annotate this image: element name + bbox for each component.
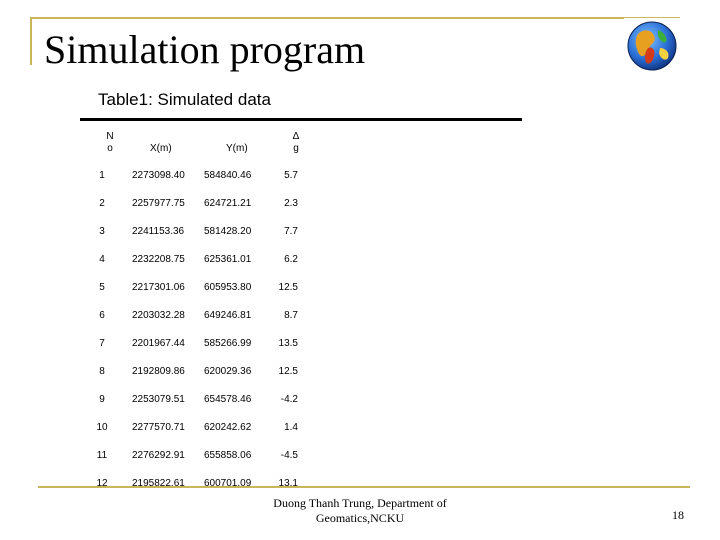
cell-y: 649246.81 xyxy=(204,310,252,321)
header-y: Y(m) xyxy=(226,143,248,154)
cell-delta-g: -4.5 xyxy=(280,450,298,461)
cell-y: 581428.20 xyxy=(204,226,252,237)
header-no-line2: o xyxy=(107,143,113,154)
cell-delta-g: 1.4 xyxy=(284,422,298,433)
cell-x: 2241153.36 xyxy=(132,226,185,237)
header-x: X(m) xyxy=(150,143,172,154)
cell-y: 624721.21 xyxy=(204,198,252,209)
frame-top-line xyxy=(30,17,680,19)
cell-y: 585266.99 xyxy=(204,338,252,349)
cell-no: 11 xyxy=(96,450,108,461)
cell-delta-g: 13.1 xyxy=(278,478,298,489)
cell-no: 8 xyxy=(99,366,105,377)
cell-x: 2203032.28 xyxy=(132,310,185,321)
cell-no: 10 xyxy=(96,422,108,433)
header-no-line1: N xyxy=(106,131,114,142)
cell-delta-g: -4.2 xyxy=(280,394,298,405)
cell-y: 625361.01 xyxy=(204,254,252,265)
header-delta-g-line2: g xyxy=(293,143,299,154)
footer-line-2: Geomatics,NCKU xyxy=(315,511,405,525)
cell-no: 6 xyxy=(99,310,105,321)
header-delta-g-line1: Δ xyxy=(292,131,300,142)
cell-y: 620029.36 xyxy=(204,366,252,377)
cell-x: 2277570.71 xyxy=(132,422,185,433)
cell-x: 2276292.91 xyxy=(132,450,185,461)
cell-no: 1 xyxy=(99,170,105,181)
cell-no: 3 xyxy=(99,226,105,237)
cell-y: 600701.09 xyxy=(204,478,252,489)
frame-bottom-line xyxy=(38,486,690,488)
cell-delta-g: 8.7 xyxy=(284,310,298,321)
cell-delta-g: 6.2 xyxy=(284,254,298,265)
cell-no: 4 xyxy=(99,254,105,265)
cell-delta-g: 7.7 xyxy=(284,226,298,237)
cell-y: 605953.80 xyxy=(204,282,252,293)
cell-delta-g: 12.5 xyxy=(278,366,298,377)
slide-title: Simulation program xyxy=(44,27,366,72)
cell-delta-g: 12.5 xyxy=(278,282,298,293)
cell-x: 2217301.06 xyxy=(132,282,185,293)
cell-delta-g: 2.3 xyxy=(284,198,298,209)
cell-no: 2 xyxy=(99,198,105,209)
cell-x: 2192809.86 xyxy=(132,366,185,377)
frame-left-line xyxy=(30,17,32,65)
cell-y: 655858.06 xyxy=(204,450,252,461)
cell-x: 2253079.51 xyxy=(132,394,185,405)
cell-no: 5 xyxy=(99,282,105,293)
cell-y: 584840.46 xyxy=(204,170,252,181)
cell-x: 2257977.75 xyxy=(132,198,185,209)
cell-no: 7 xyxy=(99,338,105,349)
footer-line-1: Duong Thanh Trung, Department of xyxy=(273,496,447,510)
cell-x: 2273098.40 xyxy=(132,170,185,181)
cell-x: 2232208.75 xyxy=(132,254,185,265)
table-caption: Table1: Simulated data xyxy=(98,90,271,109)
cell-y: 620242.62 xyxy=(204,422,252,433)
cell-delta-g: 13.5 xyxy=(278,338,298,349)
globe-icon xyxy=(624,18,680,74)
footer-credit: Duong Thanh Trung, Department of Geomati… xyxy=(262,496,458,526)
cell-x: 2195822.61 xyxy=(132,478,185,489)
page-number: 18 xyxy=(672,508,684,522)
cell-no: 9 xyxy=(99,394,105,405)
cell-no: 12 xyxy=(96,478,108,489)
cell-delta-g: 5.7 xyxy=(284,170,298,181)
cell-y: 654578.46 xyxy=(204,394,252,405)
table-top-rule xyxy=(80,118,522,121)
cell-x: 2201967.44 xyxy=(132,338,185,349)
